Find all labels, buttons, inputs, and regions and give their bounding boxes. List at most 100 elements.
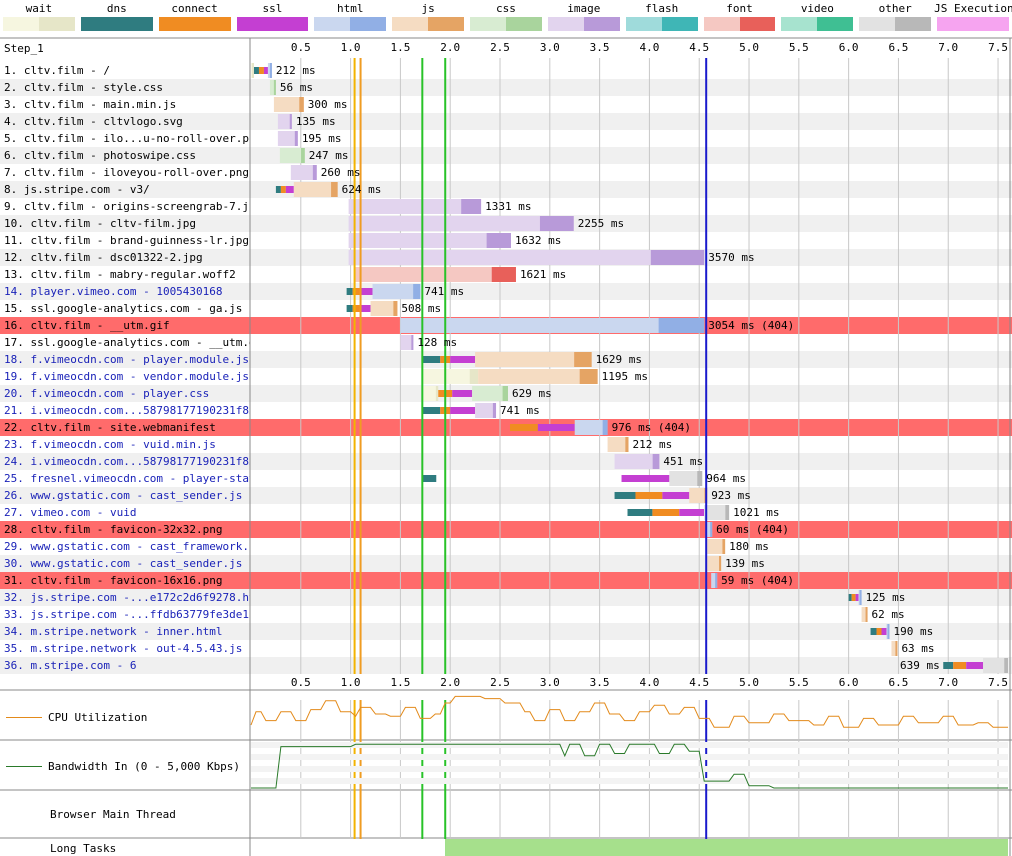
request-label[interactable]: 2. cltv.film - style.css — [4, 81, 163, 94]
legend-item-label: wait — [25, 2, 53, 15]
request-label[interactable]: 28. cltv.film - favicon-32x32.png — [4, 523, 223, 536]
request-label[interactable]: 9. cltv.film - origins-screengrab-7.jpg — [4, 200, 250, 213]
step-label: Step_1 — [4, 42, 44, 55]
request-label[interactable]: 7. cltv.film - iloveyou-roll-over.png — [4, 166, 250, 179]
request-bar-segment — [253, 67, 259, 74]
row-stripe — [0, 623, 1012, 640]
request-label[interactable]: 25. fresnel.vimeocdn.com - player-stats — [4, 472, 250, 485]
request-label[interactable]: 1. cltv.film - / — [4, 64, 110, 77]
legend-item-label: css — [496, 2, 516, 15]
request-label[interactable]: 10. cltv.film - cltv-film.jpg — [4, 217, 197, 230]
request-label[interactable]: 33. js.stripe.com -...ffdb63779fe3de1.js — [4, 608, 250, 621]
request-label[interactable]: 15. ssl.google-analytics.com - ga.js — [4, 302, 243, 315]
request-duration: 923 ms — [711, 489, 751, 502]
legend-swatch — [3, 17, 75, 31]
request-bar-download — [697, 471, 703, 486]
request-label[interactable]: 4. cltv.film - cltvlogo.svg — [4, 115, 183, 128]
legend-swatch — [392, 17, 465, 31]
legend-item-label: video — [800, 2, 834, 15]
axis-tick-top: 1.0 — [340, 41, 361, 54]
row-stripe — [0, 147, 1012, 164]
request-label[interactable]: 36. m.stripe.com - 6 — [4, 659, 137, 672]
request-bar-segment — [277, 114, 292, 129]
request-bar-download — [722, 539, 726, 554]
axis-tick-bottom: 1.5 — [390, 676, 411, 689]
request-bar-download — [725, 505, 730, 520]
axis-tick-bottom: 4.5 — [689, 676, 710, 689]
axis-tick-top: 0.5 — [290, 41, 311, 54]
request-label[interactable]: 11. cltv.film - brand-guinness-lr.jpg — [4, 234, 250, 247]
request-duration: 976 ms (404) — [611, 421, 692, 434]
request-duration: 59 ms (404) — [721, 574, 794, 587]
request-label[interactable]: 3. cltv.film - main.min.js — [4, 98, 177, 111]
request-bar-segment — [290, 165, 317, 180]
request-label[interactable]: 26. www.gstatic.com - cast_sender.js — [4, 489, 243, 502]
request-bar-download — [486, 233, 511, 248]
request-bar-segment — [360, 305, 371, 312]
axis-tick-top: 7.5 — [988, 41, 1008, 54]
request-label[interactable]: 20. f.vimeocdn.com - player.css — [4, 387, 210, 400]
request-bar-segment — [855, 594, 859, 601]
request-bar-download — [461, 199, 482, 214]
request-label[interactable]: 13. cltv.film - mabry-regular.woff2 — [4, 268, 236, 281]
bandwidth-legend-line — [6, 766, 42, 767]
request-bar-segment — [258, 67, 264, 74]
request-label[interactable]: 14. player.vimeo.com - 1005430168 — [4, 285, 223, 298]
request-label[interactable]: 30. www.gstatic.com - cast_sender.js — [4, 557, 243, 570]
request-bar-download — [1004, 658, 1008, 673]
request-bar-segment — [881, 628, 887, 635]
cpu-legend-line — [6, 717, 42, 718]
request-bar-segment — [277, 131, 298, 146]
legend-item-label: font — [726, 2, 753, 15]
request-label[interactable]: 32. js.stripe.com -...e172c2d6f9278.html — [4, 591, 250, 604]
request-duration: 508 ms — [401, 302, 442, 315]
request-bar-download — [294, 131, 298, 146]
request-bar-segment — [706, 522, 713, 537]
request-label[interactable]: 35. m.stripe.network - out-4.5.43.js — [4, 642, 243, 655]
request-bar-segment — [354, 267, 516, 282]
axis-tick-bottom: 1.0 — [340, 676, 361, 689]
request-label[interactable]: 21. i.vimeocdn.com...58798177190231f85-d — [4, 404, 250, 417]
request-bar-download — [715, 573, 718, 588]
request-label[interactable]: 6. cltv.film - photoswipe.css — [4, 149, 197, 162]
axis-tick-bottom: 4.0 — [639, 676, 660, 689]
request-label[interactable]: 8. js.stripe.com - v3/ — [4, 183, 150, 196]
request-label[interactable]: 29. www.gstatic.com - cast_framework.js — [4, 540, 250, 553]
request-bar-segment — [360, 288, 373, 295]
request-duration: 1621 ms — [519, 268, 567, 281]
legend-swatch — [470, 17, 542, 31]
legend-swatch — [314, 17, 387, 31]
request-bar-segment — [627, 509, 653, 516]
request-duration: 1331 ms — [485, 200, 532, 213]
request-bar-segment — [370, 301, 398, 316]
row-stripe — [0, 181, 1012, 198]
request-bar-segment — [891, 641, 898, 656]
error-row-bg — [0, 572, 1012, 589]
request-duration: 139 ms — [725, 557, 765, 570]
request-duration: 260 ms — [320, 166, 361, 179]
long-tasks-label: Long Tasks — [50, 842, 117, 855]
request-duration: 212 ms — [632, 438, 673, 451]
request-label[interactable]: 24. i.vimeocdn.com...58798177190231f85-d — [4, 455, 250, 468]
request-label[interactable]: 12. cltv.film - dsc01322-2.jpg — [4, 251, 203, 264]
request-bar-segment — [422, 475, 437, 482]
request-label[interactable]: 31. cltv.film - favicon-16x16.png — [4, 574, 223, 587]
request-bar-download — [413, 284, 421, 299]
request-label[interactable]: 34. m.stripe.network - inner.html — [4, 625, 223, 638]
request-label[interactable]: 5. cltv.film - ilo...u-no-roll-over.png — [4, 132, 250, 145]
request-bar-segment — [280, 186, 286, 193]
legend-swatch — [547, 17, 620, 31]
row-stripe — [0, 113, 1012, 130]
request-label[interactable]: 22. cltv.film - site.webmanifest — [4, 421, 216, 434]
request-bar-segment — [704, 505, 730, 520]
request-label[interactable]: 18. f.vimeocdn.com - player.module.js — [4, 353, 250, 366]
request-label[interactable]: 19. f.vimeocdn.com - vendor.module.js — [4, 370, 250, 383]
request-bar-segment — [285, 186, 294, 193]
legend-item-label: other — [878, 2, 912, 15]
request-bar-segment — [861, 607, 868, 622]
long-task-bar — [445, 839, 1009, 856]
request-label[interactable]: 17. ssl.google-analytics.com - __utm.gif — [4, 336, 250, 349]
request-label[interactable]: 23. f.vimeocdn.com - vuid.min.js — [4, 438, 216, 451]
request-label[interactable]: 27. vimeo.com - vuid — [4, 506, 137, 519]
request-label[interactable]: 16. cltv.film - __utm.gif — [4, 319, 170, 332]
